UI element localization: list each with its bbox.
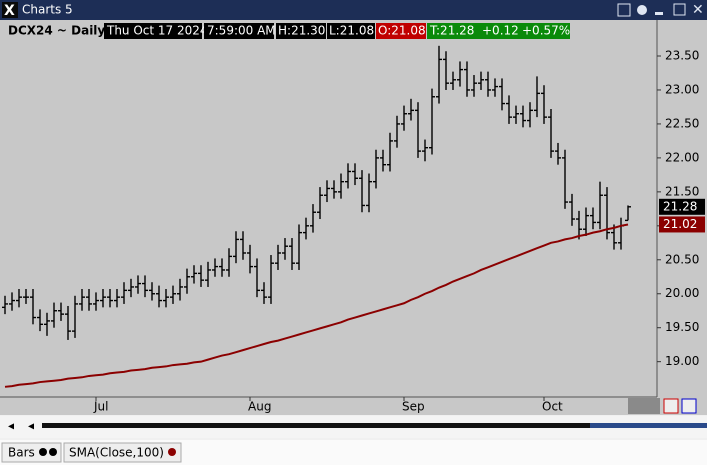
y-tick-label: 22.50	[665, 116, 699, 130]
minimize-button[interactable]	[655, 12, 663, 15]
last-price-label: 21.28	[663, 199, 697, 213]
legend-swatch	[39, 448, 47, 456]
close-button[interactable]: ✕	[692, 2, 704, 18]
time: 7:59:00 AM	[207, 24, 276, 38]
window-buttons[interactable]: ✕	[617, 2, 704, 18]
sma-price-box	[659, 216, 705, 233]
change: +0.12	[482, 24, 519, 38]
date-box	[104, 23, 202, 39]
low: L:21.08	[329, 24, 374, 38]
legend-item-sma[interactable]	[63, 442, 182, 463]
y-tick-label: 20.00	[665, 286, 699, 300]
axis-corner	[628, 398, 660, 414]
low-box	[327, 23, 375, 39]
y-tick-label: 23.00	[665, 82, 699, 96]
x-tick-label: Sep	[402, 400, 425, 414]
window-title: Charts 5	[22, 3, 73, 17]
title-bar	[0, 0, 707, 20]
y-tick-label: 20.50	[665, 252, 699, 266]
sma-line	[4, 223, 629, 388]
last-price-box	[659, 198, 705, 215]
scroll-range[interactable]	[590, 423, 707, 428]
scroll-button[interactable]	[681, 398, 697, 414]
x-tick-label: Oct	[542, 400, 563, 414]
scroll-left-2[interactable]: ◂	[28, 419, 34, 433]
legend-item-bars[interactable]	[1, 442, 62, 463]
symbol: DCX24 ~ Daily	[8, 24, 105, 38]
last: T:21.28	[429, 24, 474, 38]
maximize-button[interactable]	[673, 3, 686, 16]
zoom-button[interactable]	[663, 398, 679, 414]
legend-label: Bars	[8, 446, 35, 460]
legend-swatch	[168, 448, 176, 456]
plot-area	[0, 20, 707, 397]
high-box	[276, 23, 326, 39]
last-box	[427, 23, 570, 39]
high: H:21.30	[278, 24, 325, 38]
link-button[interactable]	[617, 3, 631, 17]
header-strip: DCX24 ~ Daily Thu Oct 17 2024 7:59:00 AM…	[8, 23, 570, 39]
y-tick-label: 19.50	[665, 320, 699, 334]
legend-label: SMA(Close,100)	[69, 446, 164, 460]
x-tick-label: Aug	[248, 400, 271, 414]
change-pct: +0.57%	[522, 24, 570, 38]
scroll-thumb[interactable]	[42, 423, 602, 428]
time-axis	[0, 397, 707, 415]
app-icon-x: X	[4, 3, 15, 19]
open: O:21.08	[378, 24, 426, 38]
scroll-left[interactable]: ◂	[8, 419, 14, 433]
date: Thu Oct 17 2024	[106, 24, 208, 38]
time-box	[204, 23, 274, 39]
legend-swatch	[49, 448, 57, 456]
y-tick-label: 21.50	[665, 184, 699, 198]
x-tick-label: Jul	[93, 400, 108, 414]
open-box	[376, 23, 426, 39]
y-tick-label: 19.00	[665, 354, 699, 368]
sma-price-label: 21.02	[663, 217, 697, 231]
settings-button[interactable]	[637, 5, 647, 15]
y-tick-label: 23.50	[665, 49, 699, 63]
app-icon	[2, 2, 18, 18]
y-tick-label: 22.00	[665, 150, 699, 164]
